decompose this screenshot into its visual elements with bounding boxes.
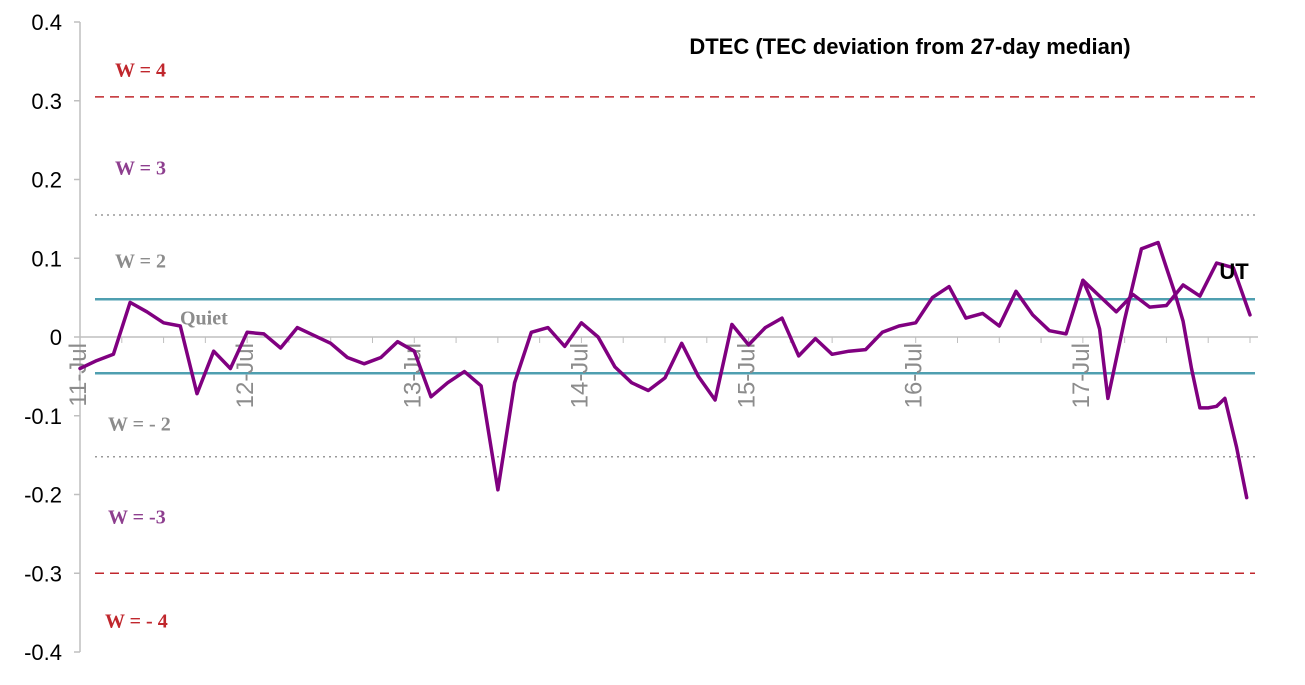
w-level-label: W = 2 xyxy=(115,251,166,273)
y-tick-label: 0.2 xyxy=(31,168,62,193)
y-tick-label: -0.1 xyxy=(24,404,62,429)
x-tick-label: 16-Jul xyxy=(901,343,928,408)
y-tick-label: 0 xyxy=(50,325,62,350)
series-line-1 xyxy=(1081,240,1249,500)
x-tick-label: 11-Jul xyxy=(65,343,92,407)
w-level-label: W = - 2 xyxy=(108,414,171,436)
x-tick-labels: 11-Jul 12-Jul 13-Jul 14-Jul 15-Jul 16-Jul 17-J… xyxy=(65,337,1251,408)
y-tick-labels: 0.4 0.3 0.2 0.1 0 -0.1 -0.2 -0.3 -0.4 xyxy=(24,10,80,665)
w-level-labels: W = 4 W = 3 W = 2 Quiet W = - 2 W = -3 W = - 4 xyxy=(105,59,228,632)
x-axis-label: UT xyxy=(1219,259,1249,284)
series-lines xyxy=(78,240,1252,500)
y-tick-label: 0.4 xyxy=(31,10,62,35)
w-level-label: Quiet xyxy=(180,307,228,329)
y-tick-label: 0.1 xyxy=(31,246,62,271)
w-level-label: W = 4 xyxy=(115,59,166,81)
axes xyxy=(79,22,1258,652)
series-line-0 xyxy=(78,261,1252,492)
w-level-label: W = 3 xyxy=(115,158,166,180)
y-tick-label: -0.2 xyxy=(24,483,62,508)
y-tick-label: -0.4 xyxy=(24,640,62,665)
reference-lines xyxy=(95,96,1255,574)
x-tick-label: 15-Jul xyxy=(734,343,761,408)
w-level-label: W = - 4 xyxy=(105,611,168,633)
w-level-label: W = -3 xyxy=(108,507,166,529)
chart-title: DTEC (TEC deviation from 27-day median) xyxy=(689,34,1130,59)
y-tick-label: -0.3 xyxy=(24,561,62,586)
x-tick-label: 14-Jul xyxy=(566,343,593,408)
y-tick-label: 0.3 xyxy=(31,89,62,114)
x-tick-label: 17-Jul xyxy=(1068,343,1095,408)
